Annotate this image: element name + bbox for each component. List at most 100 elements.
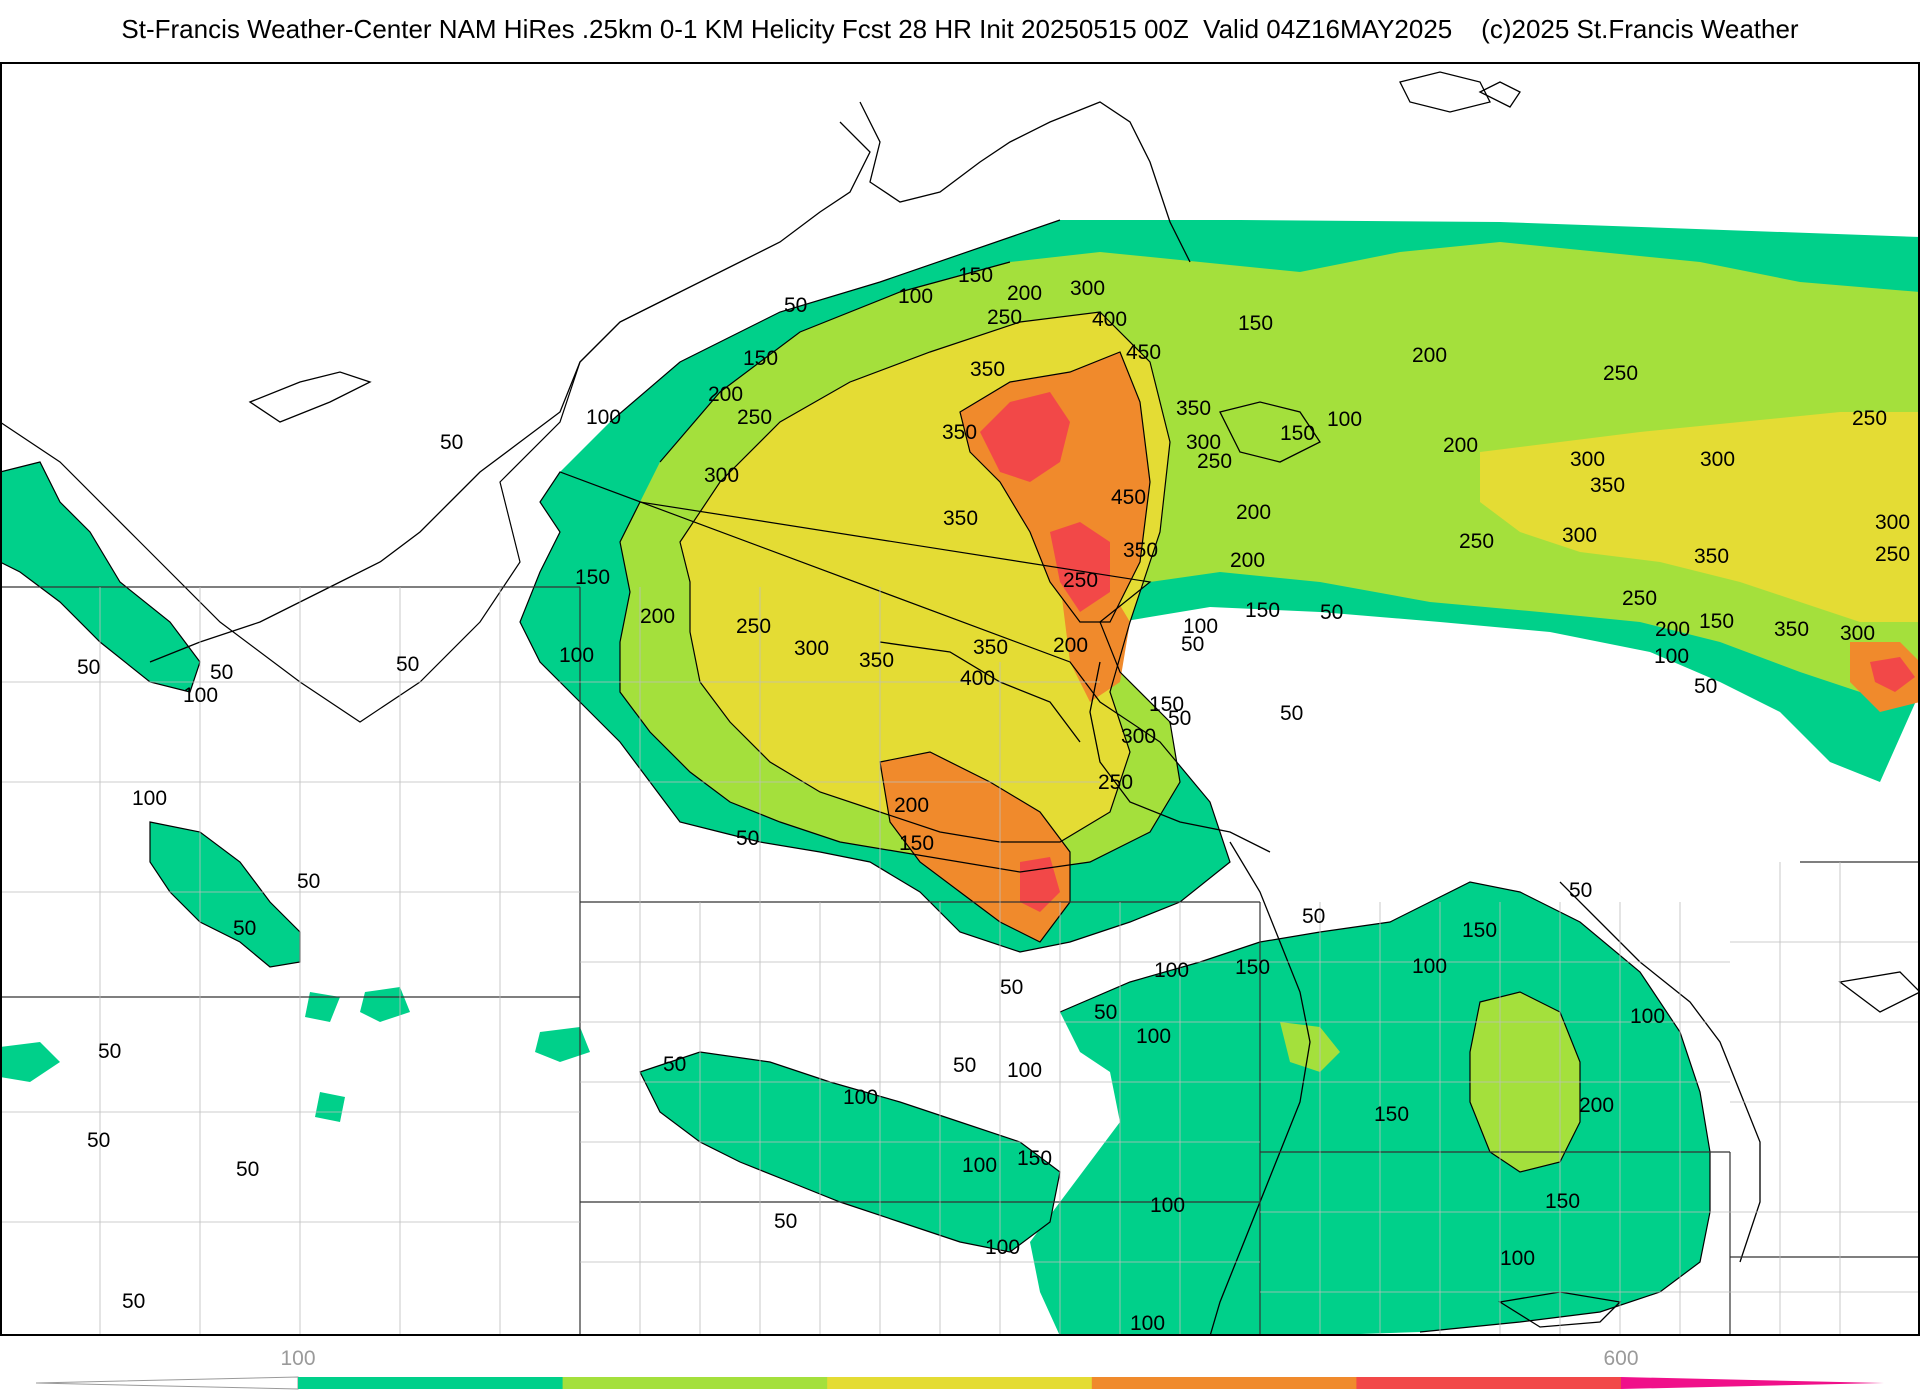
contour-label: 50 <box>122 1290 145 1313</box>
contour-label: 50 <box>1694 675 1717 698</box>
contour-label: 50 <box>784 294 807 317</box>
contour-label: 300 <box>1875 511 1910 534</box>
fill-150-south-small <box>1280 1022 1340 1072</box>
helicity-fill-layer <box>0 220 1920 1336</box>
contour-50-south <box>1059 881 1711 1333</box>
fill-50-small-1 <box>360 987 410 1022</box>
contour-label: 300 <box>1840 622 1875 645</box>
county-grid-east <box>1260 902 1920 1336</box>
contour-label: 100 <box>1630 1005 1665 1028</box>
colorbar-tick-label: 600 <box>1603 1347 1638 1370</box>
contour-label: 350 <box>1123 539 1158 562</box>
contour-label: 150 <box>1149 693 1184 716</box>
colorbar-segment <box>1091 1377 1357 1389</box>
contour-label: 250 <box>1603 362 1638 385</box>
colorbar-under-triangle <box>35 1376 299 1390</box>
contour-label: 100 <box>1183 615 1218 638</box>
contour-label: 150 <box>1699 610 1734 633</box>
contour-label: 150 <box>1280 422 1315 445</box>
fill-50-small-5 <box>315 1092 345 1122</box>
contour-label: 250 <box>1875 543 1910 566</box>
lake-1 <box>1399 71 1491 113</box>
contour-label: 50 <box>953 1054 976 1077</box>
color-scale-segments <box>35 1376 1884 1390</box>
contour-label: 100 <box>1007 1059 1042 1082</box>
coastline-northwest <box>149 121 871 663</box>
contour-label: 50 <box>1000 976 1023 999</box>
fill-50-small-3 <box>0 1042 60 1082</box>
contour-label: 300 <box>704 464 739 487</box>
contour-label: 200 <box>640 605 675 628</box>
contour-label: 150 <box>1235 956 1270 979</box>
contour-label: 350 <box>1590 474 1625 497</box>
contour-label: 50 <box>663 1053 686 1076</box>
contour-label: 200 <box>1230 549 1265 572</box>
contour-label: 100 <box>132 787 167 810</box>
contour-label: 350 <box>973 636 1008 659</box>
coastline-hudson <box>1089 661 1271 853</box>
contour-50-north <box>519 219 1231 953</box>
contour-label: 100 <box>1654 645 1689 668</box>
colorbar-segment <box>1356 1377 1622 1389</box>
contour-label: 300 <box>794 637 829 660</box>
colorbar-segment <box>562 1377 828 1389</box>
contour-label: 50 <box>1094 1001 1117 1024</box>
colorbar-segment <box>298 1377 564 1389</box>
contour-label: 150 <box>575 566 610 589</box>
boundary-lines <box>0 586 1920 1336</box>
contour-label: 150 <box>1245 599 1280 622</box>
fill-50-west-blob <box>150 822 300 967</box>
river-south <box>1209 841 1311 1336</box>
contour-350-south <box>879 751 1071 943</box>
contour-label: 50 <box>1320 601 1343 624</box>
contour-label: 50 <box>210 661 233 684</box>
contour-label: 200 <box>1007 282 1042 305</box>
contour-label: 50 <box>297 870 320 893</box>
contour-label: 50 <box>1181 633 1204 656</box>
county-grid-west <box>0 587 580 997</box>
contour-250-north <box>679 311 1171 843</box>
contour-label: 100 <box>1327 408 1362 431</box>
contour-label: 50 <box>236 1158 259 1181</box>
contour-labels: 50 50 100 50 50 100 50 100 150 150 200 2… <box>77 264 1910 1335</box>
contour-label: 50 <box>1168 707 1191 730</box>
contour-label: 200 <box>1053 634 1088 657</box>
colorbar-segment <box>827 1377 1093 1389</box>
contour-label: 50 <box>77 656 100 679</box>
contour-label: 100 <box>1130 1312 1165 1335</box>
contour-label: 450 <box>1126 341 1161 364</box>
contour-label: 200 <box>1579 1094 1614 1117</box>
fill-450-east <box>1870 657 1915 692</box>
contour-label: 50 <box>233 917 256 940</box>
contour-label: 100 <box>985 1236 1020 1259</box>
contour-label: 50 <box>396 653 419 676</box>
county-grid-north <box>580 587 1100 902</box>
contour-label: 150 <box>1462 919 1497 942</box>
lake-4 <box>1478 81 1521 108</box>
map-frame <box>0 62 1920 1336</box>
contour-label: 300 <box>1700 448 1735 471</box>
contour-label: 400 <box>960 667 995 690</box>
contour-label: 400 <box>1092 308 1127 331</box>
contour-label: 150 <box>743 347 778 370</box>
contour-label: 300 <box>1570 448 1605 471</box>
contour-label: 350 <box>970 358 1005 381</box>
contour-label: 250 <box>1197 450 1232 473</box>
county-grid-far-east <box>1730 862 1920 1336</box>
contour-label: 350 <box>859 649 894 672</box>
contour-label: 50 <box>736 827 759 850</box>
contour-label: 200 <box>708 383 743 406</box>
county-boundaries <box>0 587 1920 1336</box>
contour-label: 100 <box>1412 955 1447 978</box>
contour-label: 100 <box>586 406 621 429</box>
contour-label: 50 <box>87 1129 110 1152</box>
contour-150-north <box>619 261 1181 873</box>
contour-label: 150 <box>1545 1190 1580 1213</box>
contour-label: 300 <box>1070 277 1105 300</box>
contour-350-north <box>959 351 1151 623</box>
lake-south-1 <box>1498 1291 1622 1328</box>
contour-label: 250 <box>1459 530 1494 553</box>
contour-label: 300 <box>1562 524 1597 547</box>
contour-label: 50 <box>98 1040 121 1063</box>
contour-label: 450 <box>1111 486 1146 509</box>
